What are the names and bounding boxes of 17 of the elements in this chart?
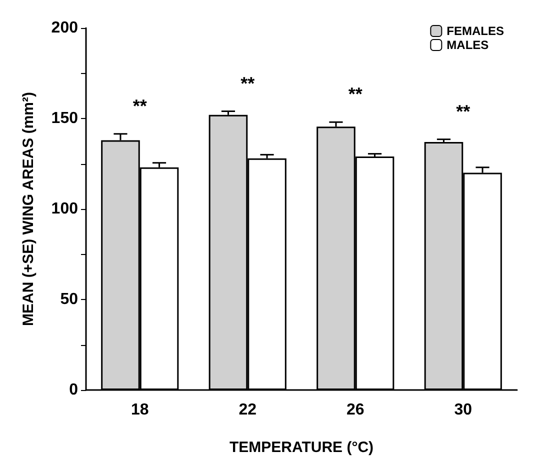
x-tick-label: 30 bbox=[454, 402, 472, 418]
x-tick-label: 22 bbox=[238, 402, 257, 418]
x-tick-label: 26 bbox=[346, 402, 364, 418]
annotation: ** bbox=[240, 73, 255, 94]
x-axis-title: TEMPERATURE (°C) bbox=[229, 439, 374, 456]
y-tick-label: 50 bbox=[60, 291, 78, 308]
annotation: ** bbox=[348, 84, 362, 104]
y-axis-title: MEAN (+SE) WING AREAS (mm²) bbox=[20, 92, 37, 326]
y-tick-label: 150 bbox=[51, 110, 78, 127]
y-tick-label: 0 bbox=[69, 382, 78, 398]
y-tick-label: 100 bbox=[51, 200, 78, 218]
legend-label: MALES bbox=[446, 38, 489, 52]
annotation: ** bbox=[132, 96, 147, 116]
x-tick-label: 18 bbox=[130, 402, 149, 418]
y-tick-label: 200 bbox=[51, 20, 78, 36]
legend-label: FEMALES bbox=[446, 24, 504, 38]
annotation: ** bbox=[456, 101, 470, 122]
